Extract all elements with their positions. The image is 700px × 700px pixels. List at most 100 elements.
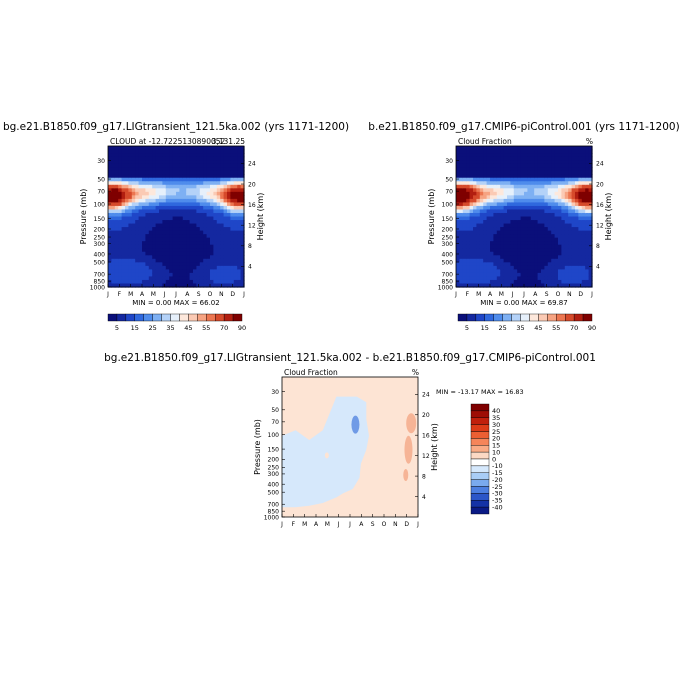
heatmap-cell <box>507 272 511 278</box>
heatmap-cell <box>571 272 576 278</box>
heatmap-cell <box>459 251 464 256</box>
heatmap-cell <box>216 153 221 158</box>
heatmap-cell <box>500 209 505 214</box>
heatmap-cell <box>189 216 194 221</box>
heatmap-cell <box>125 198 129 204</box>
heatmap-cell <box>111 181 116 186</box>
heatmap-cell <box>159 227 163 232</box>
heatmap-cell <box>479 241 484 246</box>
heatmap-cell <box>240 149 245 154</box>
heatmap-cell <box>564 272 569 278</box>
heatmap-cell <box>496 202 501 207</box>
heatmap-cell <box>466 191 471 196</box>
heatmap-cell <box>469 227 474 232</box>
heatmap-cell <box>530 174 535 179</box>
heatmap-cell <box>176 220 180 225</box>
heatmap-cell <box>193 241 197 246</box>
heatmap-cell <box>585 205 590 211</box>
heatmap-cell <box>459 223 464 228</box>
heatmap-cell <box>186 262 191 267</box>
heatmap-cell <box>179 223 184 228</box>
heatmap-cell <box>155 241 160 246</box>
colorbar-label: 55 <box>202 324 210 332</box>
heatmap-cell <box>108 202 112 207</box>
heatmap-cell <box>500 216 505 221</box>
heatmap-cell <box>121 188 126 193</box>
heatmap-cell <box>500 202 505 207</box>
heatmap-cell <box>568 174 573 179</box>
heatmap-cell <box>547 170 552 175</box>
heatmap-cell <box>189 170 194 175</box>
heatmap-cell <box>155 212 160 218</box>
heatmap-cell <box>118 262 123 267</box>
heatmap-cell <box>152 244 157 249</box>
heatmap-cell <box>227 276 231 281</box>
heatmap-cell <box>551 212 556 218</box>
heatmap-cell <box>466 248 471 253</box>
heatmap-cell <box>203 279 208 285</box>
heatmap-cell <box>483 269 488 274</box>
heatmap-cell <box>118 251 123 256</box>
heatmap-cell <box>530 167 535 172</box>
heatmap-cell <box>142 234 146 239</box>
heatmap-cell <box>233 223 238 228</box>
heatmap-cell <box>210 244 214 249</box>
heatmap-cell <box>490 251 494 256</box>
heatmap-cell <box>503 156 508 161</box>
heatmap-cell <box>558 283 562 288</box>
height-tick-label: 20 <box>248 181 256 188</box>
heatmap-cell <box>179 262 184 267</box>
heatmap-cell <box>165 255 170 260</box>
heatmap-cell <box>588 234 593 239</box>
heatmap-cell <box>479 160 484 165</box>
heatmap-cell <box>196 149 201 154</box>
heatmap-cell <box>558 248 562 253</box>
height-tick-label: 12 <box>596 223 604 230</box>
heatmap-cell <box>493 276 498 281</box>
heatmap-cell <box>568 272 573 278</box>
heatmap-cell <box>571 202 576 207</box>
heatmap-cell <box>159 255 163 260</box>
heatmap-cell <box>196 181 201 186</box>
heatmap-cell <box>210 269 214 274</box>
heatmap-cell <box>486 220 491 225</box>
heatmap-cell <box>476 177 481 182</box>
heatmap-cell <box>578 209 583 214</box>
heatmap-cell <box>227 237 231 242</box>
heatmap-cell <box>108 265 112 270</box>
heatmap-cell <box>182 170 187 175</box>
heatmap-cell <box>159 234 163 239</box>
heatmap-cell <box>237 258 242 263</box>
heatmap-cell <box>581 156 586 161</box>
pressure-tick-label: 100 <box>94 201 106 208</box>
heatmap-cell <box>558 198 562 204</box>
heatmap-cell <box>142 248 146 253</box>
colorbar-label: 55 <box>552 324 560 332</box>
heatmap-cell <box>159 216 163 221</box>
heatmap-cell <box>544 156 549 161</box>
heatmap-cell <box>554 223 559 228</box>
heatmap-cell <box>588 209 593 214</box>
heatmap-cell <box>162 265 167 270</box>
heatmap-cell <box>524 198 528 204</box>
heatmap-cell <box>227 163 231 168</box>
heatmap-cell <box>223 205 228 211</box>
heatmap-cell <box>114 230 119 235</box>
heatmap-cell <box>483 174 488 179</box>
heatmap-cell <box>216 167 221 172</box>
heatmap-cell <box>520 220 525 225</box>
heatmap-cell <box>135 195 140 200</box>
heatmap-cell <box>544 202 549 207</box>
heatmap-cell <box>500 163 505 168</box>
heatmap-cell <box>203 223 208 228</box>
heatmap-cell <box>517 156 522 161</box>
heatmap-cell <box>240 170 245 175</box>
heatmap-cell <box>237 174 242 179</box>
heatmap-cell <box>128 279 133 285</box>
heatmap-cell <box>479 177 484 182</box>
heatmap-cell <box>466 146 471 151</box>
heatmap-cell <box>142 202 146 207</box>
heatmap-cell <box>534 234 539 239</box>
heatmap-cell <box>142 258 146 263</box>
heatmap-cell <box>571 230 576 235</box>
